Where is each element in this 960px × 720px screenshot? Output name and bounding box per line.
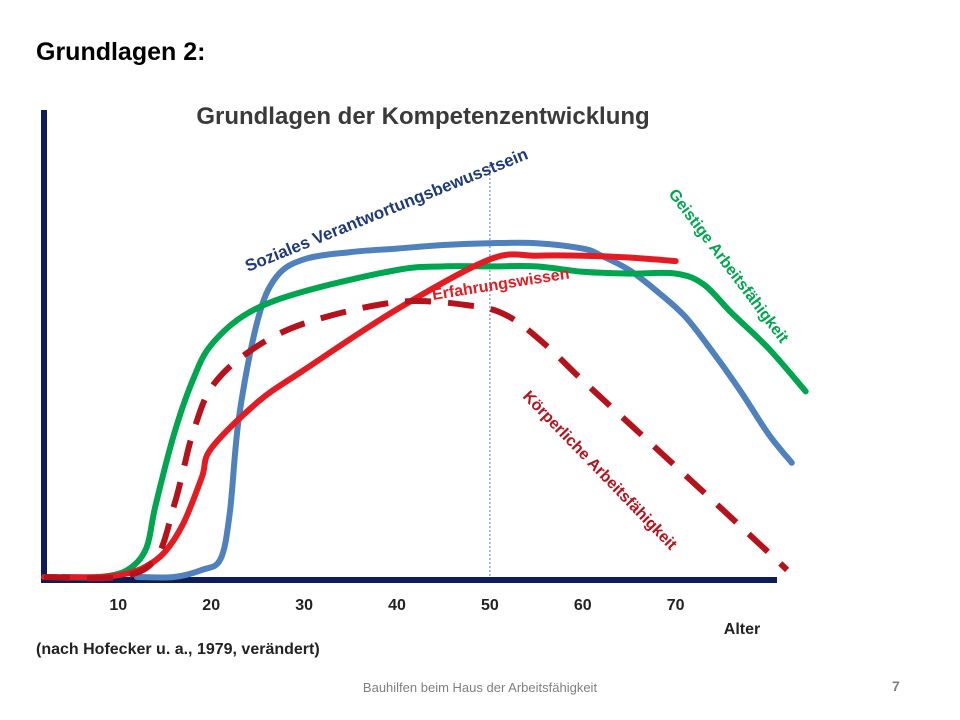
x-tick-label: 10 xyxy=(109,597,127,614)
x-tick-label: 70 xyxy=(667,597,685,614)
x-axis-label: Alter xyxy=(724,621,760,638)
x-tick-label: 30 xyxy=(295,597,313,614)
x-tick-label: 20 xyxy=(202,597,220,614)
x-tick-label: 60 xyxy=(574,597,592,614)
source-note: (nach Hofecker u. a., 1979, verändert) xyxy=(36,641,320,658)
x-tick-label: 40 xyxy=(388,597,406,614)
slide-title: Grundlagen 2: xyxy=(36,38,206,66)
series-line-geistige xyxy=(59,263,809,581)
series-label-geistige: Geistige Arbeitsfähigkeit xyxy=(665,186,792,347)
x-tick-label: 50 xyxy=(481,597,499,614)
series-line-erfahrung xyxy=(41,251,679,581)
series-label-erfahrung: Erfahrungswissen xyxy=(431,265,571,303)
chart-title: Grundlagen der Kompetenzentwicklung xyxy=(196,103,649,130)
footer-text: Bauhilfen beim Haus der Arbeitsfähigkeit xyxy=(362,680,598,695)
series-label-koerperlich: Körperliche Arbeitsfähigkeit xyxy=(519,388,680,554)
series-label-soziales: Soziales Verantwortungsbewusstsein xyxy=(242,144,530,275)
series-line-koerperlich xyxy=(43,298,790,582)
series-line-soziales xyxy=(133,239,795,581)
page-number: 7 xyxy=(892,678,900,694)
